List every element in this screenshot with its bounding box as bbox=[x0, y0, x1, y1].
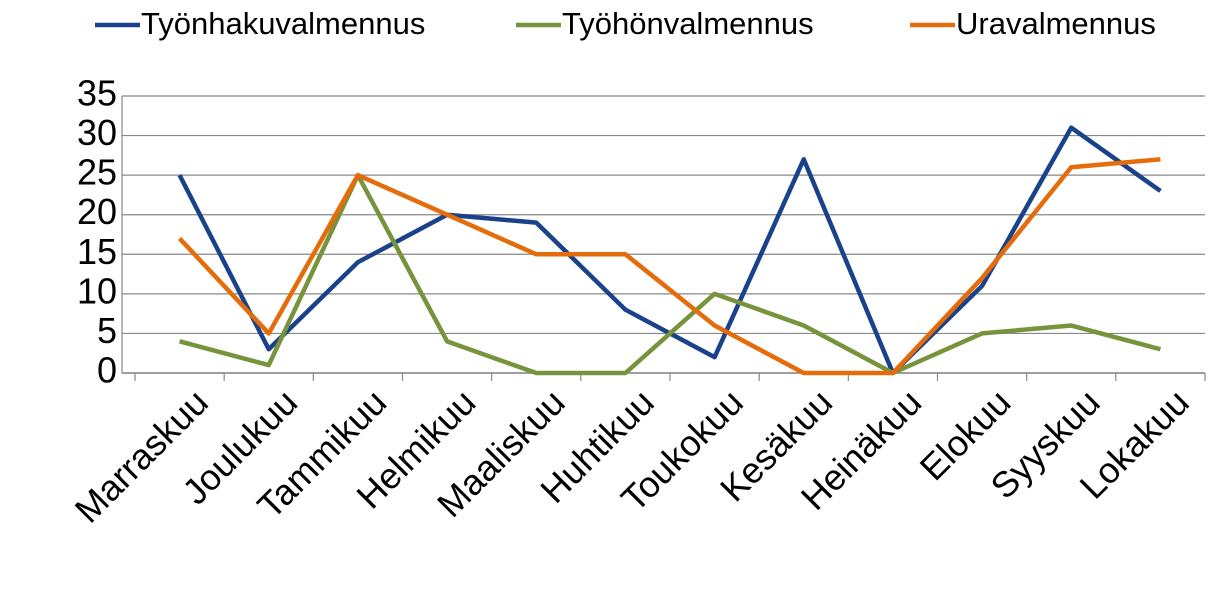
legend-label: Työnhakuvalmennus bbox=[141, 6, 425, 41]
y-tick-label: 0 bbox=[97, 350, 117, 391]
y-tick-label: 5 bbox=[97, 310, 117, 351]
y-tick-label: 15 bbox=[77, 231, 117, 272]
x-tick-label: Marraskuu bbox=[67, 381, 216, 530]
series-line bbox=[177, 157, 1161, 376]
legend-label: Työhönvalmennus bbox=[562, 6, 814, 41]
y-tick-label: 35 bbox=[77, 73, 117, 114]
series-line bbox=[179, 172, 1161, 376]
y-tick-label: 25 bbox=[77, 152, 117, 193]
y-tick-label: 30 bbox=[77, 112, 117, 153]
legend-label: Uravalmennus bbox=[956, 6, 1156, 41]
y-tick-label: 10 bbox=[77, 270, 117, 311]
y-tick-label: 20 bbox=[77, 191, 117, 232]
